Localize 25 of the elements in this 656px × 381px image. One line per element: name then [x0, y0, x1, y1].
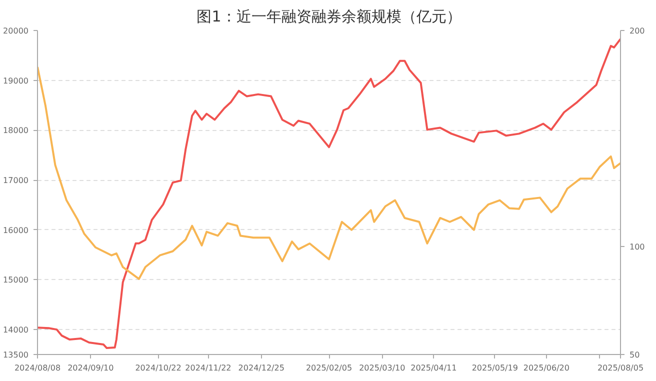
- x-tick-label: 2025/04/11: [410, 364, 457, 372]
- y-tick-label: 13500: [3, 350, 29, 360]
- y2-tick-label: 100: [630, 242, 645, 252]
- y-tick-label: 20000: [3, 26, 29, 36]
- x-tick-label: 2024/11/22: [185, 364, 232, 372]
- x-tick-label: 2025/05/19: [472, 364, 518, 372]
- x-tick-label: 2025/08/05: [597, 364, 644, 372]
- x-tick-label: 2025/03/10: [359, 364, 406, 372]
- x-tick-label: 2025/02/05: [306, 364, 352, 372]
- x-tick-label: 2025/06/20: [523, 364, 570, 372]
- line-series: [38, 38, 620, 350]
- x-tick-label: 2024/09/10: [68, 364, 114, 372]
- y-tick-label: 16000: [3, 226, 29, 235]
- y-tick-label: 14000: [3, 326, 29, 335]
- y2-tick-label: 50: [630, 350, 640, 360]
- y-tick-label: 17000: [3, 176, 29, 186]
- line-series: [38, 66, 620, 280]
- x-tick-label: 2024/10/22: [135, 364, 182, 372]
- y2-tick-label: 200: [630, 26, 645, 36]
- chart-title: 图1：近一年融资融券余额规模（亿元）: [196, 8, 462, 26]
- y-tick-label: 18000: [3, 126, 29, 136]
- x-tick-label: 2024/12/25: [238, 364, 284, 372]
- x-tick-label: 2024/08/08: [14, 364, 61, 372]
- y-tick-label: 19000: [3, 76, 29, 86]
- y-tick-label: 15000: [3, 276, 29, 285]
